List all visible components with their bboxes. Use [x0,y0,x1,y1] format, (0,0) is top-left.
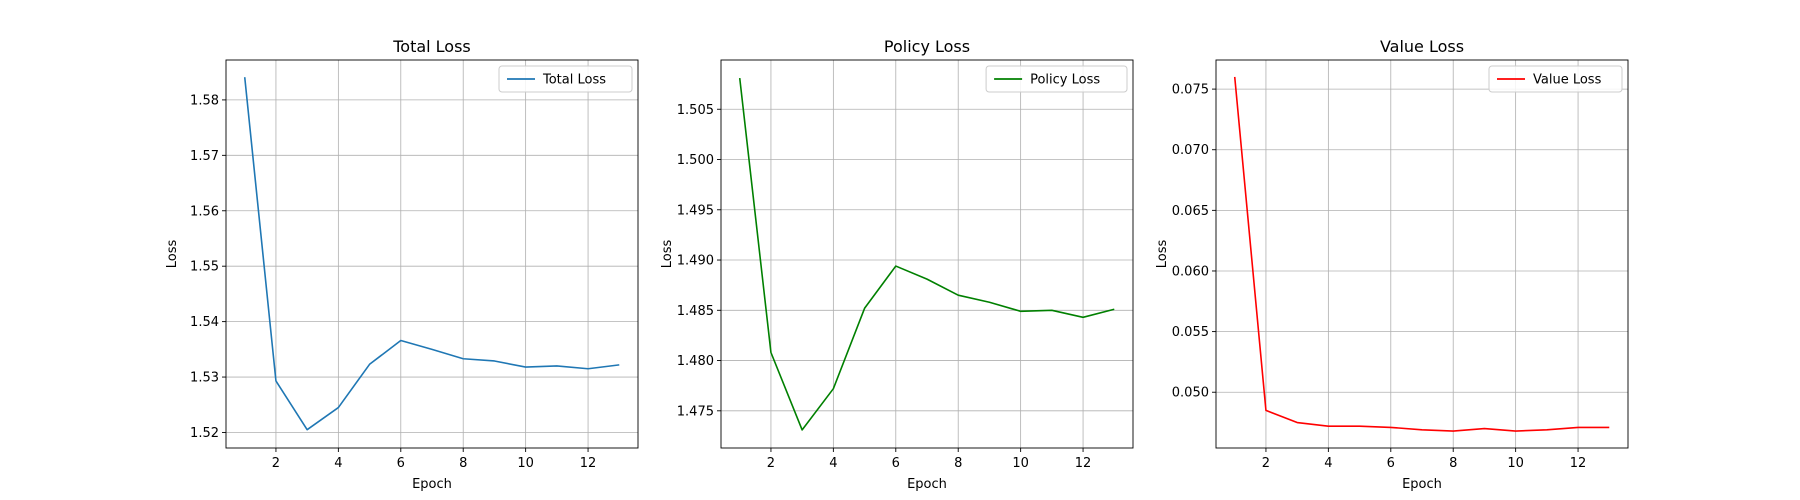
axes-frame [225,59,639,449]
y-tick-label: 1.485 [677,304,714,319]
y-tick-label: 0.055 [1172,325,1209,340]
chart-title: Policy Loss [884,37,970,56]
x-tick-label: 12 [580,456,597,471]
x-tick-label: 12 [1075,456,1092,471]
y-tick-label: 1.58 [190,93,219,108]
x-tick-label: 8 [459,456,467,471]
y-tick-label: 1.52 [190,426,219,441]
x-tick-label: 4 [1324,456,1332,471]
x-tick-label: 2 [767,456,775,471]
x-tick-label: 10 [1012,456,1029,471]
legend-label: Policy Loss [1030,73,1100,88]
y-tick-label: 0.050 [1172,386,1209,401]
y-tick-label: 1.53 [190,371,219,386]
legend-box [498,65,633,93]
chart-panel-value-loss: 2 4 6 8 10 12 0.050 0.055 0.060 0.065 0.070 0.075 Va… [1155,37,1629,492]
series-line-value-loss [1233,76,1610,432]
chart-panel-total-loss: 2 4 6 8 10 12 1.52 1.53 1.54 1.55 1.56 1.57 1.58 Tota… [165,37,639,492]
y-axis-label: Loss [660,240,675,269]
x-tick-label: 6 [892,456,900,471]
x-axis-label: Epoch [412,477,452,492]
series-line-total-loss [243,77,620,431]
y-tick-label: 0.065 [1172,204,1209,219]
y-tick-label: 1.55 [190,260,219,275]
chart-title: Value Loss [1380,37,1464,56]
y-tick-label: 1.56 [190,204,219,219]
x-tick-label: 6 [397,456,405,471]
y-tick-label: 1.57 [190,149,219,164]
y-tick-label: 1.54 [190,315,219,330]
legend: Policy Loss [985,65,1128,93]
chart-title: Total Loss [392,37,471,56]
x-tick-label: 10 [517,456,534,471]
y-tick-label: 1.475 [677,404,714,419]
legend: Value Loss [1488,65,1623,93]
y-tick-label: 1.505 [677,103,714,118]
series-line-policy-loss [738,77,1115,431]
y-tick-label: 0.075 [1172,83,1209,98]
y-axis-label: Loss [165,240,180,269]
x-tick-label: 8 [954,456,962,471]
x-tick-label: 2 [1262,456,1270,471]
x-tick-label: 10 [1507,456,1524,471]
legend-box [985,65,1128,93]
x-tick-label: 6 [1387,456,1395,471]
y-tick-label: 0.060 [1172,264,1209,279]
y-tick-label: 1.495 [677,203,714,218]
legend: Total Loss [498,65,633,93]
axes-frame [720,59,1134,449]
legend-label: Total Loss [542,73,606,88]
x-tick-label: 4 [334,456,342,471]
legend-box [1488,65,1623,93]
x-tick-label: 12 [1570,456,1587,471]
y-tick-label: 1.490 [677,254,714,269]
x-tick-label: 8 [1449,456,1457,471]
x-tick-label: 2 [272,456,280,471]
x-axis-label: Epoch [1402,477,1442,492]
x-axis-label: Epoch [907,477,947,492]
x-tick-label: 4 [829,456,837,471]
y-tick-label: 1.480 [677,354,714,369]
y-tick-label: 1.500 [677,153,714,168]
axes-frame [1215,59,1629,449]
y-axis-label: Loss [1155,240,1170,269]
y-tick-label: 0.070 [1172,143,1209,158]
chart-panel-policy-loss: 2 4 6 8 10 12 1.475 1.480 1.485 1.490 1.495 1.500 1.… [660,37,1134,492]
legend-label: Value Loss [1533,73,1602,88]
